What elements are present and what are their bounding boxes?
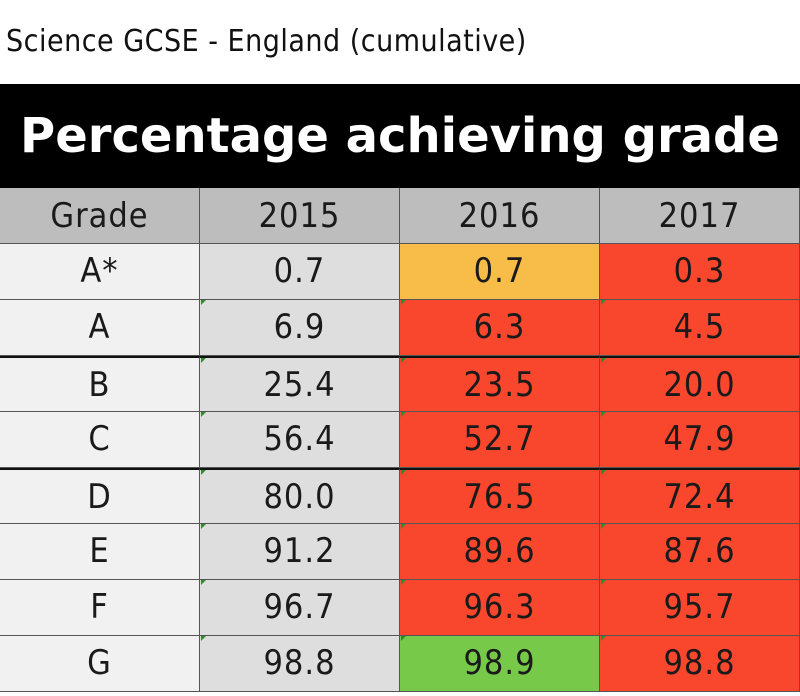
cell-note-marker — [401, 300, 406, 305]
grade-table: Percentage achieving grade Grade 2015 2016… — [0, 84, 800, 696]
value-cell-2017-B: 20.0 — [600, 356, 800, 412]
cell-note-marker — [201, 358, 206, 363]
value-cell-2015-F: 96.7 — [200, 580, 400, 636]
cell-note-marker — [201, 580, 206, 585]
column-header-2015: 2015 — [200, 188, 400, 244]
value-cell-2017-D: 72.4 — [600, 468, 800, 524]
grade-label-cell: G — [0, 636, 200, 692]
cell-note-marker — [601, 524, 606, 529]
value-cell-2015-Astar: 0.7 — [200, 244, 400, 300]
cell-note-marker — [201, 412, 206, 417]
value-cell-2016-E: 89.6 — [400, 524, 600, 580]
cell-note-marker — [201, 636, 206, 641]
cell-note-marker — [401, 470, 406, 475]
value-cell-2015-D: 80.0 — [200, 468, 400, 524]
value-cell-2016-F: 96.3 — [400, 580, 600, 636]
table-title: Percentage achieving grade — [0, 84, 800, 188]
value-cell-2017-F: 95.7 — [600, 580, 800, 636]
cell-note-marker — [601, 358, 606, 363]
cell-note-marker — [601, 580, 606, 585]
cell-note-marker — [401, 358, 406, 363]
value-cell-2016-G: 98.9 — [400, 636, 600, 692]
cell-note-marker — [401, 636, 406, 641]
cell-note-marker — [201, 470, 206, 475]
column-header-grade: Grade — [0, 188, 200, 244]
cell-note-marker — [401, 412, 406, 417]
page-subtitle: Science GCSE - England (cumulative) — [6, 24, 527, 59]
value-cell-2016-C: 52.7 — [400, 412, 600, 468]
value-cell-2015-G: 98.8 — [200, 636, 400, 692]
cell-note-marker — [601, 636, 606, 641]
grade-label-cell: A* — [0, 244, 200, 300]
cell-note-marker — [401, 524, 406, 529]
value-cell-2015-B: 25.4 — [200, 356, 400, 412]
cell-note-marker — [401, 580, 406, 585]
cell-note-marker — [201, 300, 206, 305]
value-cell-2016-A: 6.3 — [400, 300, 600, 356]
value-cell-2016-D: 76.5 — [400, 468, 600, 524]
value-cell-2017-G: 98.8 — [600, 636, 800, 692]
value-cell-2017-E: 87.6 — [600, 524, 800, 580]
cell-note-marker — [601, 470, 606, 475]
value-cell-2017-Astar: 0.3 — [600, 244, 800, 300]
grade-label-cell: F — [0, 580, 200, 636]
value-cell-2017-C: 47.9 — [600, 412, 800, 468]
cell-note-marker — [601, 300, 606, 305]
column-header-2016: 2016 — [400, 188, 600, 244]
column-header-2017: 2017 — [600, 188, 800, 244]
value-cell-2016-B: 23.5 — [400, 356, 600, 412]
value-cell-2015-E: 91.2 — [200, 524, 400, 580]
value-cell-2016-Astar: 0.7 — [400, 244, 600, 300]
grade-label-cell: E — [0, 524, 200, 580]
cell-note-marker — [601, 412, 606, 417]
grade-label-cell: B — [0, 356, 200, 412]
grade-label-cell: D — [0, 468, 200, 524]
value-cell-2015-A: 6.9 — [200, 300, 400, 356]
grade-label-cell: A — [0, 300, 200, 356]
value-cell-2017-A: 4.5 — [600, 300, 800, 356]
grade-label-cell: C — [0, 412, 200, 468]
value-cell-2015-C: 56.4 — [200, 412, 400, 468]
cell-note-marker — [201, 524, 206, 529]
